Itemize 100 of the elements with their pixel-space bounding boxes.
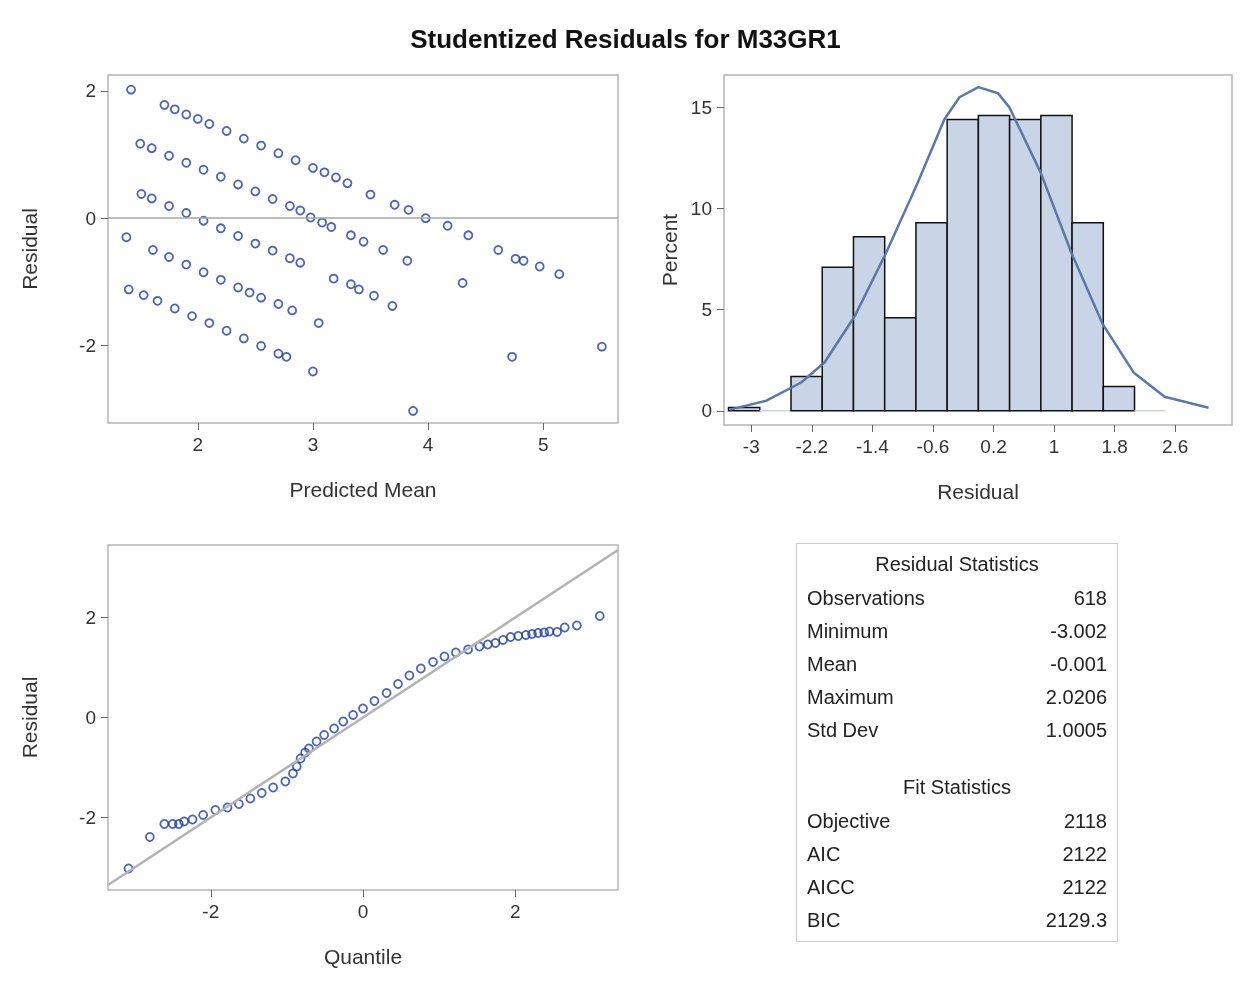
x-tick-label: 2.6 [1162, 436, 1189, 457]
y-tick-label: 10 [690, 198, 712, 220]
y-tick-label: 15 [690, 96, 712, 118]
point [179, 816, 190, 827]
x-tick-label: 0 [357, 901, 369, 922]
point [280, 776, 291, 787]
y-tick-label: -2 [79, 334, 96, 356]
point [533, 628, 543, 638]
point [490, 638, 501, 648]
category-label: AIC [807, 842, 841, 867]
point [295, 753, 306, 764]
x-tick-label: 1 [1048, 436, 1060, 457]
point [159, 819, 170, 829]
x-tick-label: 1.8 [1101, 436, 1128, 457]
category-label: Observations [807, 586, 925, 611]
point [167, 819, 178, 829]
point [369, 696, 380, 706]
point [404, 670, 415, 681]
data-label: -0.001 [1050, 652, 1107, 677]
point [187, 814, 198, 825]
point [123, 863, 134, 874]
category-label: Objective [807, 809, 891, 834]
point [527, 629, 537, 639]
x-tick-label: -0.6 [916, 436, 950, 457]
text: Residual Statistics [874, 552, 1040, 577]
point [329, 723, 339, 734]
point [474, 641, 485, 652]
point [234, 799, 244, 809]
point [358, 703, 368, 714]
point [144, 832, 155, 842]
category-label: Std Dev [807, 718, 879, 743]
point [539, 627, 550, 638]
point [393, 679, 403, 689]
x-tick-label: -3 [742, 436, 760, 457]
data-label: 2129.3 [1045, 908, 1107, 933]
x-tick-label: 3 [307, 434, 319, 455]
point [245, 793, 256, 804]
point [300, 747, 311, 758]
x-tick-label: 2 [509, 901, 521, 922]
data-label: 618 [1073, 586, 1107, 611]
x-tick-label: -1.4 [856, 436, 890, 457]
point [450, 647, 461, 658]
point [521, 630, 531, 640]
data-label: 2118 [1063, 809, 1107, 834]
point [291, 761, 302, 772]
x-axis-title: Residual [937, 480, 1019, 503]
y-tick-label: 5 [701, 299, 712, 321]
point [222, 802, 233, 813]
y-tick-label: 0 [85, 207, 96, 229]
point [348, 710, 358, 720]
data-label: 2122 [1062, 875, 1107, 900]
point [572, 620, 582, 631]
x-tick-label: 4 [422, 434, 434, 455]
point [463, 644, 473, 655]
point [505, 632, 516, 642]
y-tick-label: 2 [85, 80, 96, 102]
y-tick-label: 0 [701, 400, 712, 422]
category-label: AICC [807, 875, 855, 900]
data-label: 2.0206 [1045, 685, 1107, 710]
y-tick-label: 2 [85, 607, 96, 628]
point [513, 631, 524, 641]
point [439, 651, 450, 662]
point [428, 657, 438, 667]
y-axis-title: Percent [657, 213, 681, 287]
x-tick-label: -2.2 [795, 436, 829, 457]
data-label: 1.0005 [1045, 718, 1107, 743]
x-axis-title: Quantile [323, 945, 403, 968]
category-label: Minimum [807, 619, 889, 644]
point [498, 635, 508, 645]
chart-title: Studentized Residuals for M33GR1 [409, 24, 842, 55]
x-tick-label: 0.2 [980, 436, 1007, 457]
point [552, 627, 562, 637]
point [311, 736, 322, 747]
y-tick-label: -2 [79, 807, 96, 828]
text: Fit Statistics [902, 775, 1012, 800]
category-label: Maximum [807, 685, 894, 710]
point [559, 622, 570, 633]
point [482, 639, 493, 650]
point [288, 768, 298, 779]
x-tick-label: 5 [537, 434, 549, 455]
x-axis-title: Predicted Mean [289, 478, 437, 501]
point [210, 805, 221, 815]
x-tick-label: -2 [202, 901, 220, 922]
y-axis-title: Residual [18, 208, 41, 290]
y-tick-label: 0 [85, 707, 96, 728]
line-series [728, 85, 1210, 411]
point [544, 626, 555, 637]
point [381, 688, 392, 698]
category-label: BIC [807, 908, 841, 933]
point [594, 611, 605, 621]
point [319, 730, 330, 740]
point [415, 663, 426, 674]
point [338, 716, 349, 727]
x-tick-label: 2 [192, 434, 204, 455]
data-label: 2122 [1062, 842, 1107, 867]
data-label: -3.002 [1050, 619, 1107, 644]
category-label: Mean [807, 652, 858, 677]
point [268, 782, 279, 793]
y-axis-title: Residual [18, 676, 41, 759]
point [173, 819, 184, 829]
